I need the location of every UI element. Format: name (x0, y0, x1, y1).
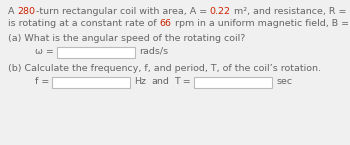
Text: , and resistance, R =: , and resistance, R = (247, 7, 349, 16)
Text: (a) What is the angular speed of the rotating coil?: (a) What is the angular speed of the rot… (8, 34, 245, 43)
Text: m²: m² (231, 7, 247, 16)
Text: 66: 66 (160, 19, 172, 28)
Text: 77: 77 (349, 7, 350, 16)
Text: 0.22: 0.22 (210, 7, 231, 16)
Text: f =: f = (35, 77, 52, 86)
Text: T =: T = (174, 77, 194, 86)
Text: and: and (151, 77, 169, 86)
Text: -turn rectangular coil with area, A =: -turn rectangular coil with area, A = (35, 7, 210, 16)
Text: 280: 280 (18, 7, 35, 16)
Text: is rotating at a constant rate of: is rotating at a constant rate of (8, 19, 160, 28)
Text: ω =: ω = (35, 47, 57, 56)
Text: rads/s: rads/s (139, 47, 168, 56)
Text: A: A (8, 7, 18, 16)
Text: sec: sec (276, 77, 292, 86)
Text: Hz: Hz (134, 77, 146, 86)
Text: (b) Calculate the frequency, f, and period, T, of the coil’s rotation.: (b) Calculate the frequency, f, and peri… (8, 64, 321, 73)
Text: rpm in a uniform magnetic field, B =: rpm in a uniform magnetic field, B = (172, 19, 350, 28)
